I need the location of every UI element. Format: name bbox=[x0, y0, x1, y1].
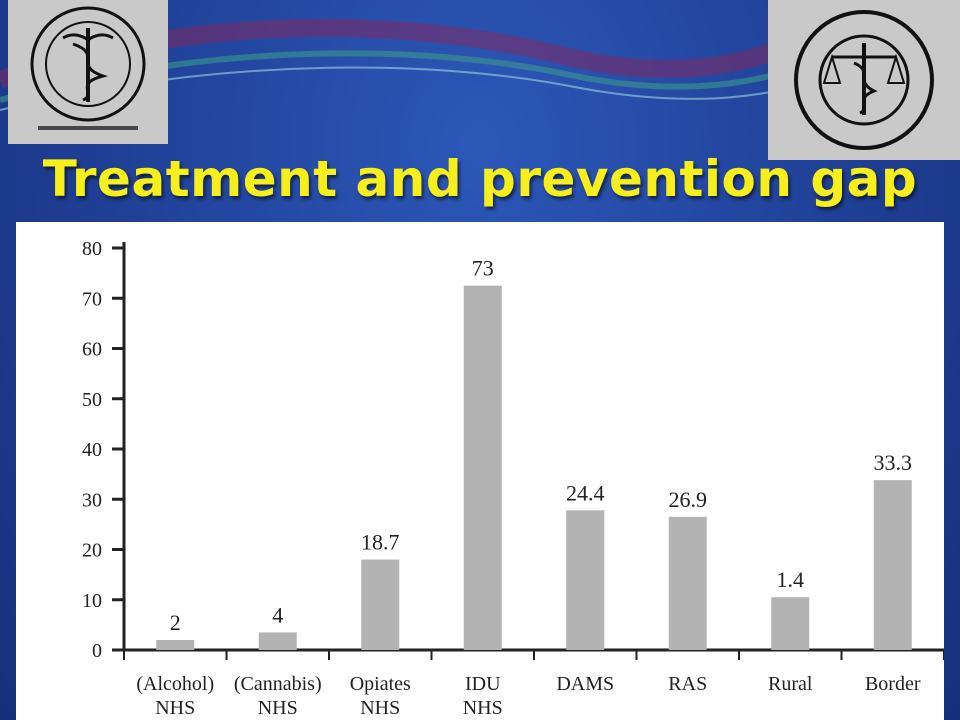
category-label: NHS bbox=[360, 697, 400, 719]
y-tick-label: 40 bbox=[82, 439, 102, 461]
data-label: 18.7 bbox=[361, 530, 400, 555]
category-label: (Cannabis) bbox=[234, 673, 322, 695]
aiims-logo bbox=[8, 0, 168, 144]
y-tick-label: 70 bbox=[82, 288, 102, 310]
y-tick-label: 50 bbox=[82, 389, 102, 411]
y-tick-label: 10 bbox=[82, 590, 102, 612]
y-tick-label: 0 bbox=[92, 640, 102, 662]
category-label: NHS bbox=[155, 697, 195, 719]
bar bbox=[258, 632, 297, 650]
category-label: NHS bbox=[463, 697, 503, 719]
centre-community-medicine-logo bbox=[768, 0, 960, 160]
category-label: NHS bbox=[258, 697, 298, 719]
chart-panel: 0 10 20 30 40 50 60 70 80 2 (Alcohol) NHS 4 (Cannabis… bbox=[16, 222, 944, 720]
y-tick-label: 80 bbox=[82, 238, 102, 260]
data-label: 73 bbox=[472, 256, 494, 281]
data-label: 2 bbox=[170, 610, 181, 635]
category-label: Border bbox=[865, 673, 921, 695]
bar bbox=[566, 510, 605, 650]
bar bbox=[156, 639, 195, 650]
bar-chart: 010203040506070802(Alcohol)NHS4(Cannabis… bbox=[82, 238, 944, 719]
category-label: DAMS bbox=[556, 673, 614, 695]
centre-for-community-medicine-emblem-icon bbox=[794, 10, 934, 150]
bar bbox=[668, 516, 707, 650]
category-label: IDU bbox=[465, 673, 501, 695]
data-label: 24.4 bbox=[566, 480, 605, 505]
bar bbox=[873, 480, 912, 650]
data-label: 1.4 bbox=[777, 567, 805, 592]
bar bbox=[361, 559, 400, 650]
y-tick-label: 30 bbox=[82, 489, 102, 511]
bar bbox=[463, 285, 502, 650]
aiims-emblem-icon bbox=[30, 6, 146, 130]
bar bbox=[771, 597, 810, 650]
category-label: Rural bbox=[768, 673, 813, 695]
data-label: 4 bbox=[272, 602, 283, 627]
y-tick-label: 60 bbox=[82, 339, 102, 361]
category-label: Opiates bbox=[350, 673, 411, 695]
y-tick-label: 20 bbox=[82, 540, 102, 562]
data-label: 26.9 bbox=[669, 487, 708, 512]
category-label: (Alcohol) bbox=[136, 673, 214, 695]
category-label: RAS bbox=[668, 673, 707, 695]
slide-title: Treatment and prevention gap bbox=[42, 150, 918, 208]
data-label: 33.3 bbox=[874, 450, 913, 475]
